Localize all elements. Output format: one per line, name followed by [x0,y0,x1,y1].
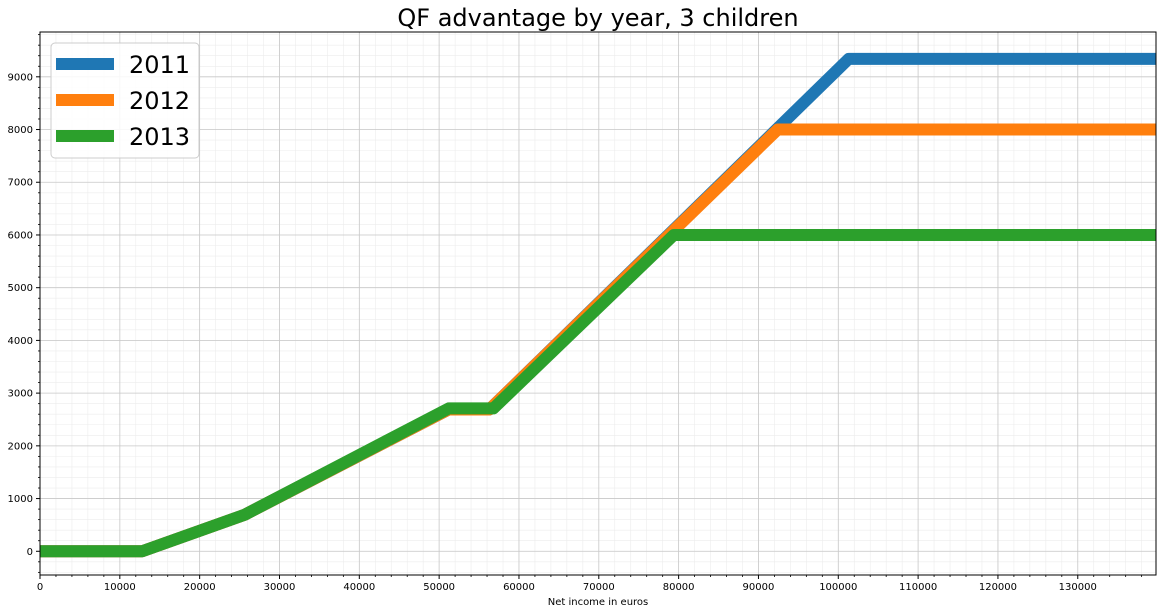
x-tick-label: 0 [37,582,43,593]
legend-box [50,42,200,159]
x-tick-label: 50000 [423,582,455,593]
y-tick-label: 7000 [8,178,33,189]
x-tick-label: 30000 [264,582,296,593]
plot-frame [39,31,1157,576]
x-tick-label: 100000 [819,582,857,593]
x-tick-label: 120000 [979,582,1017,593]
x-tick-label: 130000 [1059,582,1097,593]
minor-grid [39,32,1156,575]
x-tick-label: 90000 [743,582,775,593]
x-tick-label: 70000 [583,582,615,593]
series-lines [40,52,1156,558]
y-tick-label: 4000 [8,336,33,347]
legend-label-2013: 2013 [129,123,190,151]
y-tick-label: 6000 [8,230,33,241]
x-tick-label: 80000 [663,582,695,593]
x-tick-label: 110000 [899,582,937,593]
y-tick-label: 9000 [8,72,33,83]
y-tick-label: 1000 [8,494,33,505]
x-axis-label: Net income in euros [548,597,649,608]
x-tick-label: 20000 [184,582,216,593]
legend-label-2012: 2012 [129,87,190,115]
y-tick-label: 5000 [8,283,33,294]
x-tick-label: 10000 [104,582,136,593]
y-tick-label: 0 [27,547,33,558]
legend-label-2011: 2011 [129,51,190,79]
series-line-2013 [40,228,1156,558]
legend: 2011 2012 2013 [50,42,200,159]
x-tick-label: 40000 [343,582,375,593]
y-tick-label: 2000 [8,441,33,452]
y-axis-ticks: 0 1000 2000 3000 4000 5000 6000 7000 8000 9000 [8,34,40,573]
x-axis-ticks: 0 10000 20000 30000 40000 50000 60000 70000 8000… [37,575,1143,593]
chart-title: QF advantage by year, 3 children [397,4,798,32]
y-tick-label: 8000 [8,125,33,136]
y-tick-label: 3000 [8,389,33,400]
x-tick-label: 60000 [503,582,535,593]
